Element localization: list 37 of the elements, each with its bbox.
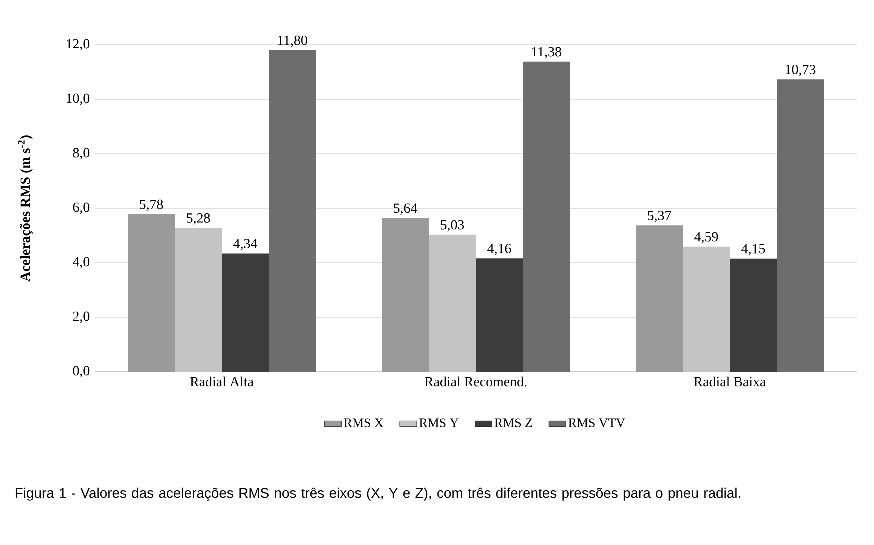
bar — [523, 62, 570, 372]
data-label: 11,80 — [278, 36, 308, 48]
x-tick-label: Radial Alta — [190, 376, 254, 387]
bar — [222, 254, 269, 372]
y-tick-label: 0,0 — [73, 366, 90, 378]
y-tick-label: 10,0 — [66, 94, 90, 106]
text: Figura 1 - Valores das acelerações RMS nos três eixos (X, Y e Z), com três diferentes pressões para o pneu radial. — [16, 488, 740, 501]
legend-label: RMS X — [344, 418, 384, 428]
data-label: 4,16 — [488, 244, 512, 256]
y-tick-label: 4,0 — [72, 257, 90, 269]
x-tick-label: Radial Recomend. — [424, 376, 527, 387]
y-tick-label: 6,0 — [73, 202, 90, 214]
y-tick-label: 8,0 — [73, 148, 90, 160]
data-label: 5,28 — [187, 214, 210, 225]
data-label: 4,34 — [234, 239, 258, 251]
y-tick-label: 12,0 — [66, 39, 90, 51]
data-label: 5,37 — [648, 211, 672, 222]
bar — [777, 80, 824, 372]
data-label: 4,59 — [694, 232, 718, 244]
y-tick-label: 2,0 — [73, 312, 90, 324]
bar — [683, 246, 730, 372]
legend-label: RMS VTV — [568, 418, 626, 428]
bar — [730, 258, 778, 372]
bar — [269, 50, 316, 372]
y-axis-title: Acelerações RMS (m s$^{-2}$) — [18, 136, 34, 282]
legend-label: RMS Y — [420, 418, 459, 428]
legend-label: RMS Z — [494, 418, 532, 428]
bar — [175, 228, 222, 372]
bar — [429, 234, 476, 372]
data-label: 4,15 — [742, 244, 766, 256]
data-label: 11,38 — [532, 47, 562, 59]
data-label: 5,03 — [441, 220, 464, 232]
x-tick-label: Radial Baixa — [694, 376, 766, 387]
data-label: 10,73 — [786, 64, 816, 76]
data-label: 5,78 — [140, 200, 164, 212]
data-label: 5,64 — [394, 204, 418, 216]
bar — [476, 258, 524, 372]
